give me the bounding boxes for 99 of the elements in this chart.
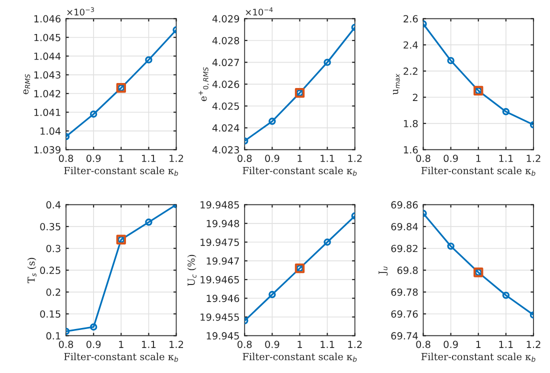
x-tick-label: 0.8 [58, 154, 74, 162]
point [324, 58, 331, 66]
y-tick-label: 4.027 [212, 58, 239, 66]
y-tick-label: 0.35 [40, 223, 60, 230]
y-tick-label: 69.78 [391, 288, 418, 296]
x-tick-label: 0.8 [238, 154, 252, 162]
y-tick-label: 0.15 [40, 310, 60, 318]
point [145, 218, 152, 226]
y-tick-label: 69.8 [397, 266, 418, 274]
x-tick-label: 1 [298, 340, 302, 348]
y-tick-label: 2.4 [404, 41, 418, 49]
point [268, 118, 276, 125]
y-tick-label: 4.024 [212, 124, 240, 132]
x-tick-label: 1.2 [526, 340, 540, 348]
x-tick-label: 1 [119, 154, 124, 162]
point [447, 56, 454, 64]
x-tick-label: 0.9 [86, 340, 101, 348]
y-tick-label: 2 [412, 94, 418, 101]
point [502, 108, 510, 116]
point [145, 56, 152, 64]
x-tick-label: 1.1 [142, 154, 156, 162]
y-tick-label: 1.045 [34, 34, 60, 42]
y-tick-label: 1.044 [34, 52, 61, 60]
y-tick-label: 4.025 [212, 102, 239, 110]
x-tick-label: 1.2 [526, 154, 540, 162]
y-tick-label: 4.026 [212, 80, 240, 88]
y-tick-label: 1.8 [404, 120, 418, 128]
x-tick-label: 0.9 [444, 154, 458, 162]
point [90, 110, 98, 118]
y-tick-label: 1.046 [34, 15, 61, 22]
x-tick-label: 0.8 [58, 340, 74, 348]
point [268, 290, 276, 298]
y-tick-label: 69.84 [391, 223, 418, 230]
x-tick-label: 1 [119, 340, 124, 348]
x-tick-label: 1 [298, 154, 302, 162]
point [324, 238, 331, 246]
x-tick-label: 0.9 [265, 340, 280, 348]
y-tick-label: 19.945 [206, 332, 239, 340]
y-tick-label: 69.86 [391, 201, 418, 209]
y-tick-label: 2.6 [404, 15, 418, 22]
x-tick-label: 0.9 [265, 154, 280, 162]
point [90, 323, 98, 331]
x-axis-title: Filter-constant scale κ$_{b}$ [64, 166, 178, 176]
y-tick-label: 19.948 [206, 220, 240, 228]
x-axis-title: Filter-constant scale κ$_{b}$ [242, 166, 357, 176]
x-tick-label: 1 [476, 340, 481, 348]
y-tick-label: 1.042 [34, 90, 60, 98]
y-axis-title: e$^{+}$$_{0,RMS}$ [198, 67, 210, 102]
y-tick-label: 1.6 [404, 146, 418, 154]
y-tick-label: 69.76 [391, 310, 418, 318]
y-tick-label: 0.4 [46, 201, 61, 209]
y-tick-label: 1.039 [34, 146, 60, 154]
y-axis-title: U$_{c}$ (%) [187, 254, 196, 286]
y-tick-label: 4.023 [212, 146, 239, 154]
x-tick-label: 1.2 [170, 154, 184, 162]
y-tick-label: 1.04 [40, 127, 61, 135]
x-tick-label: 1.2 [348, 154, 362, 162]
x-axis-title: Filter-constant scale κ$_{b}$ [421, 352, 536, 362]
x-tick-label: 1.1 [142, 340, 156, 348]
x-tick-label: 1.2 [170, 340, 184, 348]
y-tick-label: 4.029 [212, 15, 240, 22]
y-tick-label: 69.82 [391, 244, 418, 252]
x-tick-label: 1.1 [320, 154, 334, 162]
x-axis-title: Filter-constant scale κ$_{b}$ [242, 352, 357, 362]
x-tick-label: 1.1 [499, 154, 513, 162]
x-tick-label: 1 [476, 154, 481, 162]
y-tick-label: 2.2 [404, 68, 418, 75]
y-tick-label: 69.74 [391, 332, 418, 340]
y-tick-label: 19.9465 [200, 276, 239, 284]
y-tick-label: 19.946 [206, 294, 240, 302]
text: ×10$^{−3}$ [67, 7, 94, 16]
y-tick-label: 1.043 [34, 71, 60, 79]
y-axis-title: e$_{RMS}$ [23, 74, 30, 94]
x-tick-label: 0.8 [416, 154, 430, 162]
point [447, 242, 454, 250]
y-tick-label: 0.2 [46, 288, 60, 296]
x-tick-label: 0.8 [238, 340, 252, 348]
text: ×10$^{−4}$ [246, 7, 273, 16]
y-tick-label: 0.3 [46, 244, 60, 252]
y-axis-title: T$_{s}$ (s) [27, 258, 36, 284]
x-tick-label: 1.1 [499, 340, 513, 348]
x-tick-label: 0.9 [444, 340, 458, 348]
y-tick-label: 19.9485 [200, 201, 239, 209]
y-tick-label: 0.1 [46, 332, 60, 340]
y-tick-label: 19.9475 [200, 238, 239, 246]
y-tick-label: 0.25 [40, 266, 60, 274]
y-tick-label: 19.947 [206, 257, 239, 265]
x-tick-label: 1.2 [348, 340, 362, 348]
point [502, 292, 510, 299]
y-tick-label: 19.9455 [200, 313, 239, 321]
y-tick-label: 1.041 [34, 108, 60, 116]
x-tick-label: 1.1 [320, 340, 334, 348]
x-axis-title: Filter-constant scale κ$_{b}$ [421, 166, 536, 176]
y-tick-label: 4.028 [212, 36, 240, 44]
x-tick-label: 0.8 [416, 340, 430, 348]
x-axis-title: Filter-constant scale κ$_{b}$ [64, 352, 178, 362]
y-axis-title: u$_{max}$ [393, 74, 400, 95]
x-tick-label: 0.9 [86, 154, 101, 162]
y-axis-title: J$_{u}$ [378, 266, 388, 276]
